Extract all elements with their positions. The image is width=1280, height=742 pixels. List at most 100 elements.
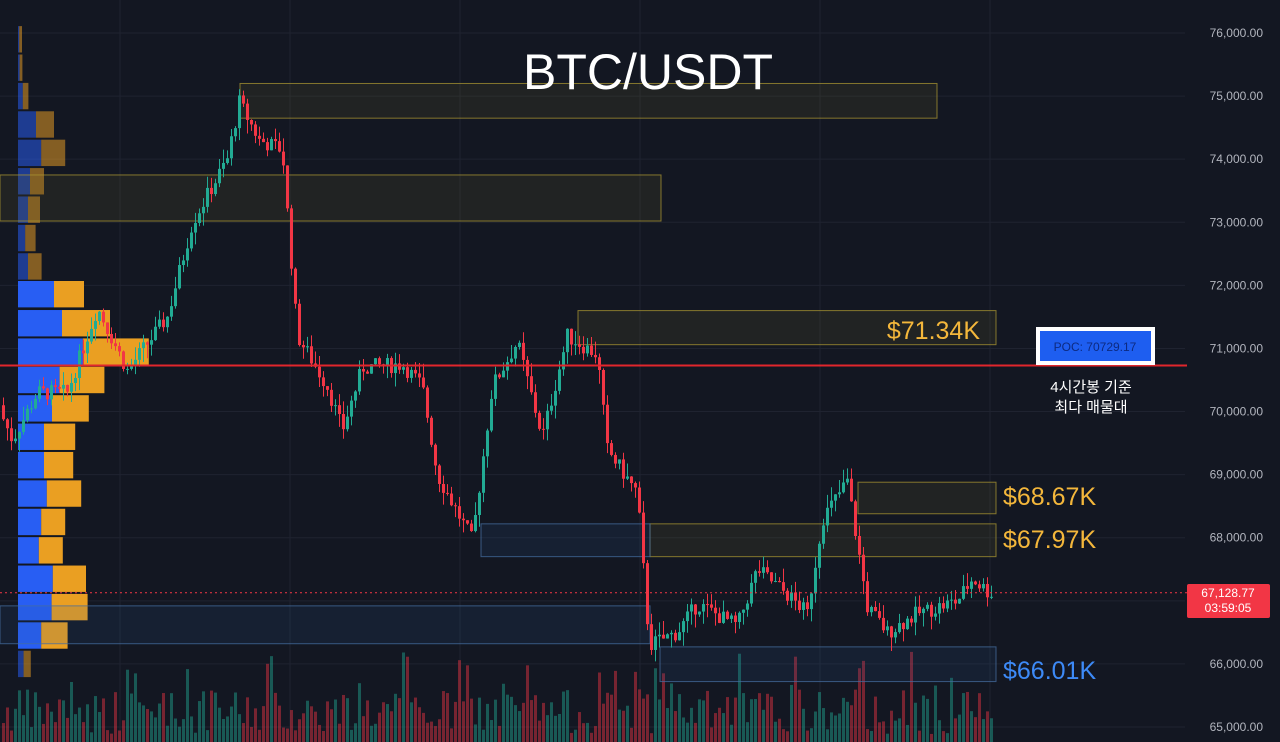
candle-body[interactable] — [350, 400, 353, 417]
candle-body[interactable] — [838, 492, 841, 495]
candle-body[interactable] — [358, 368, 361, 392]
candle-body[interactable] — [498, 374, 501, 378]
candle-body[interactable] — [938, 603, 941, 614]
candle-body[interactable] — [546, 410, 549, 430]
candle-body[interactable] — [550, 405, 553, 411]
candle-body[interactable] — [242, 95, 245, 104]
candle-body[interactable] — [622, 459, 625, 479]
candle-body[interactable] — [918, 606, 921, 614]
candle-body[interactable] — [710, 604, 713, 608]
candle-body[interactable] — [654, 636, 657, 650]
candle-body[interactable] — [218, 168, 221, 184]
candle-body[interactable] — [246, 103, 249, 120]
candle-body[interactable] — [422, 377, 425, 388]
candle-body[interactable] — [718, 613, 721, 623]
candle-body[interactable] — [754, 571, 757, 583]
candle-body[interactable] — [406, 367, 409, 378]
candle-body[interactable] — [862, 554, 865, 582]
candle-body[interactable] — [570, 328, 573, 345]
candle-body[interactable] — [114, 343, 117, 347]
candle-body[interactable] — [650, 624, 653, 650]
candle-body[interactable] — [954, 599, 957, 604]
candle-body[interactable] — [894, 632, 897, 638]
candle-body[interactable] — [486, 430, 489, 457]
candle-body[interactable] — [74, 377, 77, 384]
candle-body[interactable] — [522, 342, 525, 360]
candle-body[interactable] — [714, 607, 717, 614]
candle-body[interactable] — [626, 476, 629, 479]
candle-body[interactable] — [38, 386, 41, 399]
candle-body[interactable] — [258, 135, 261, 139]
candle-body[interactable] — [326, 386, 329, 390]
candle-body[interactable] — [926, 604, 929, 609]
candle-body[interactable] — [842, 482, 845, 493]
candle-body[interactable] — [598, 357, 601, 370]
candle-body[interactable] — [262, 138, 265, 143]
candle-body[interactable] — [490, 398, 493, 431]
candle-body[interactable] — [914, 606, 917, 623]
candle-body[interactable] — [510, 358, 513, 363]
candle-body[interactable] — [674, 632, 677, 641]
candle-body[interactable] — [826, 507, 829, 526]
candle-body[interactable] — [834, 494, 837, 501]
candle-body[interactable] — [934, 613, 937, 617]
candle-body[interactable] — [922, 608, 925, 614]
candle-body[interactable] — [554, 390, 557, 406]
candle-body[interactable] — [890, 626, 893, 638]
candle-body[interactable] — [986, 583, 989, 598]
candle-body[interactable] — [738, 612, 741, 623]
candle-body[interactable] — [202, 206, 205, 214]
candle-body[interactable] — [322, 377, 325, 387]
candle-body[interactable] — [34, 398, 37, 409]
candle-body[interactable] — [110, 333, 113, 344]
candle-body[interactable] — [366, 371, 369, 374]
candle-body[interactable] — [338, 405, 341, 414]
candle-body[interactable] — [466, 520, 469, 524]
candle-body[interactable] — [18, 431, 21, 439]
candle-body[interactable] — [698, 611, 701, 615]
candle-body[interactable] — [582, 346, 585, 354]
candle-body[interactable] — [106, 322, 109, 334]
candle-body[interactable] — [210, 187, 213, 195]
candle-body[interactable] — [306, 346, 309, 348]
candle-body[interactable] — [398, 363, 401, 370]
candle-body[interactable] — [98, 311, 101, 321]
candle-body[interactable] — [274, 139, 277, 142]
candle-body[interactable] — [46, 388, 49, 400]
candle-body[interactable] — [886, 626, 889, 631]
candle-body[interactable] — [206, 187, 209, 207]
candle-body[interactable] — [222, 162, 225, 169]
candle-body[interactable] — [574, 344, 577, 346]
candle-body[interactable] — [882, 617, 885, 631]
candle-body[interactable] — [354, 391, 357, 401]
candle-body[interactable] — [778, 581, 781, 583]
candle-body[interactable] — [226, 158, 229, 163]
candle-body[interactable] — [690, 604, 693, 612]
candle-body[interactable] — [526, 359, 529, 377]
candle-body[interactable] — [742, 609, 745, 613]
candle-body[interactable] — [590, 345, 593, 355]
candle-body[interactable] — [170, 306, 173, 317]
candle-body[interactable] — [290, 208, 293, 269]
candle-body[interactable] — [70, 383, 73, 392]
candle-body[interactable] — [278, 141, 281, 152]
candle-body[interactable] — [482, 456, 485, 493]
candle-body[interactable] — [670, 632, 673, 635]
candle-body[interactable] — [310, 346, 313, 364]
candle-body[interactable] — [730, 615, 733, 619]
candle-body[interactable] — [494, 374, 497, 399]
candle-body[interactable] — [150, 340, 153, 345]
candlesticks[interactable] — [2, 89, 993, 662]
candle-body[interactable] — [362, 368, 365, 372]
candle-body[interactable] — [430, 417, 433, 445]
candle-body[interactable] — [794, 592, 797, 601]
candle-body[interactable] — [342, 413, 345, 430]
candle-body[interactable] — [142, 342, 145, 349]
candle-body[interactable] — [678, 632, 681, 641]
candle-body[interactable] — [42, 386, 45, 389]
candle-body[interactable] — [478, 492, 481, 516]
candle-body[interactable] — [454, 505, 457, 507]
candle-body[interactable] — [6, 419, 9, 429]
candle-body[interactable] — [630, 476, 633, 484]
candle-body[interactable] — [666, 634, 669, 639]
